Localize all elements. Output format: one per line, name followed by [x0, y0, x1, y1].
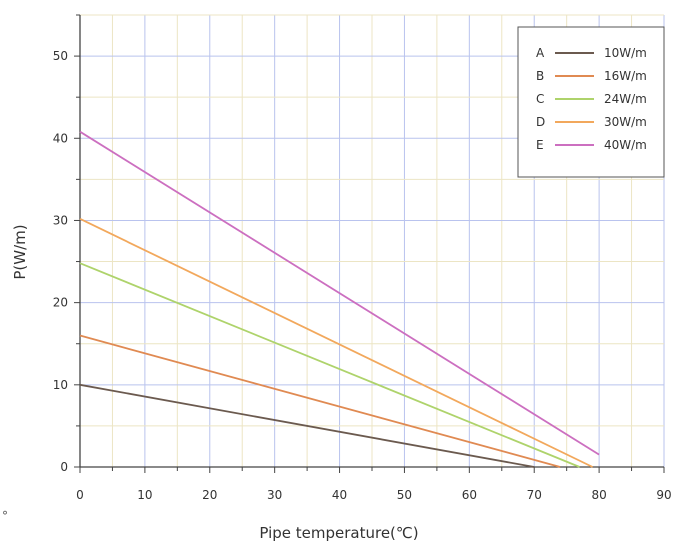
stray-degree-mark: °: [2, 509, 8, 523]
x-axis-title: Pipe temperature(℃): [259, 524, 418, 542]
x-tick-label: 30: [267, 488, 282, 502]
series-line-e: [79, 130, 600, 456]
legend: A 10W/m B 16W/m C 24W/m D 30W/m E 40W/m: [517, 26, 665, 178]
series-line-a: [79, 383, 535, 468]
y-tick-label: 40: [53, 131, 68, 145]
legend-label-d: 30W/m: [604, 115, 647, 129]
legend-key-c: C: [536, 92, 544, 106]
x-tick-label: 90: [656, 488, 671, 502]
y-tick-label: 0: [60, 460, 68, 474]
x-tick-label: 50: [397, 488, 412, 502]
legend-key-a: A: [536, 46, 545, 60]
series-line-c: [79, 262, 580, 468]
grid-lines: [80, 14, 665, 467]
y-tick-label: 20: [53, 296, 68, 310]
y-tick-label: 10: [53, 378, 68, 392]
legend-label-b: 16W/m: [604, 69, 647, 83]
x-tick-label: 10: [137, 488, 152, 502]
x-tick-label: 20: [202, 488, 217, 502]
legend-label-c: 24W/m: [604, 92, 647, 106]
legend-key-d: D: [536, 115, 545, 129]
legend-key-b: B: [536, 69, 544, 83]
x-tick-label: 40: [332, 488, 347, 502]
series-lines: [79, 130, 600, 468]
tick-labels: 0 10 20 30 40 50 60 70 80 90 0 10 20 30 40 50: [53, 49, 672, 502]
x-tick-label: 70: [527, 488, 542, 502]
legend-key-e: E: [536, 138, 544, 152]
series-line-d: [79, 218, 594, 468]
y-axis-title: P(W/m): [11, 224, 29, 279]
x-tick-label: 0: [76, 488, 84, 502]
x-tick-label: 80: [591, 488, 606, 502]
series-line-b: [79, 334, 561, 468]
y-tick-label: 50: [53, 49, 68, 63]
axes: [74, 14, 665, 473]
legend-label-a: 10W/m: [604, 46, 647, 60]
x-tick-label: 60: [462, 488, 477, 502]
legend-label-e: 40W/m: [604, 138, 647, 152]
y-tick-label: 30: [53, 213, 68, 227]
